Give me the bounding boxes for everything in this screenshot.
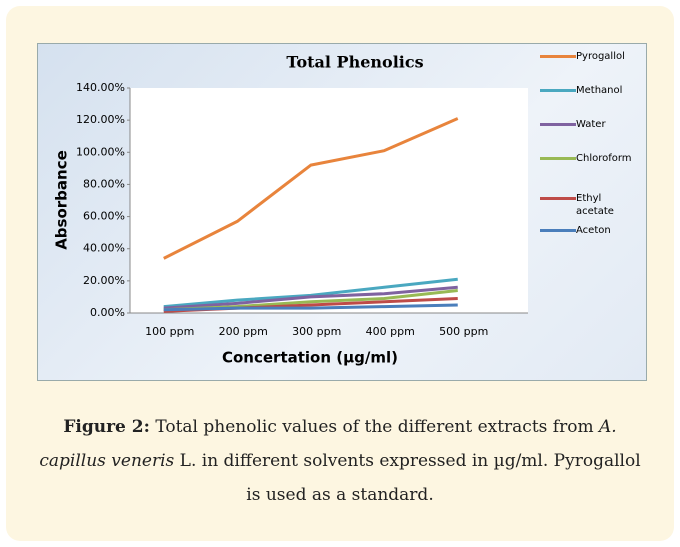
legend-swatch bbox=[540, 157, 576, 160]
x-axis-label: Concertation (µg/ml) bbox=[222, 349, 398, 367]
y-tick-label: 140.00% bbox=[76, 81, 125, 94]
y-tick-label: 20.00% bbox=[83, 274, 125, 287]
legend-swatch bbox=[540, 89, 576, 92]
chart-title: Total Phenolics bbox=[286, 53, 423, 72]
legend-swatch bbox=[540, 229, 576, 232]
legend-item: Pyrogallol bbox=[540, 50, 642, 63]
caption-text: Total phenolic values of the different e… bbox=[155, 417, 594, 437]
legend-item: Chloroform bbox=[540, 152, 642, 165]
caption-text: L. in different solvents expressed in µg… bbox=[179, 451, 641, 505]
series-line bbox=[163, 117, 459, 260]
series-line bbox=[163, 285, 458, 310]
y-tick-label: 80.00% bbox=[83, 177, 125, 190]
y-tick-label: 120.00% bbox=[76, 113, 125, 126]
series-line bbox=[163, 277, 458, 309]
y-tick-label: 0.00% bbox=[90, 306, 125, 319]
caption-label: Figure 2: bbox=[63, 417, 150, 437]
legend-item: Methanol bbox=[540, 84, 642, 97]
legend-item: Aceton bbox=[540, 224, 642, 237]
x-tick-label: 200 ppm bbox=[219, 325, 268, 338]
caption: Figure 2: Total phenolic values of the d… bbox=[30, 410, 650, 512]
legend-label: Ethyl acetate bbox=[576, 193, 614, 217]
x-tick-label: 100 ppm bbox=[145, 325, 194, 338]
y-axis-label: Absorbance bbox=[53, 150, 71, 250]
legend-label: Methanol bbox=[576, 85, 623, 96]
plot-area bbox=[130, 88, 528, 313]
legend-swatch bbox=[540, 123, 576, 126]
x-tick-label: 400 ppm bbox=[366, 325, 415, 338]
y-tick-label: 40.00% bbox=[83, 242, 125, 255]
legend-label: Pyrogallol bbox=[576, 51, 625, 62]
legend-label: Water bbox=[576, 119, 606, 130]
y-tick-label: 100.00% bbox=[76, 145, 125, 158]
x-tick-label: 300 ppm bbox=[292, 325, 341, 338]
legend-item: Water bbox=[540, 118, 642, 131]
legend-label: Aceton bbox=[576, 225, 611, 236]
legend-label: Chloroform bbox=[576, 153, 632, 164]
legend-item: Ethyl acetate bbox=[540, 192, 616, 218]
series-line bbox=[163, 303, 458, 312]
caption-species: A. capillus veneris bbox=[39, 417, 617, 471]
y-tick-label: 60.00% bbox=[83, 210, 125, 223]
legend-swatch bbox=[540, 197, 576, 200]
x-tick-label: 500 ppm bbox=[439, 325, 488, 338]
legend-swatch bbox=[540, 55, 576, 58]
